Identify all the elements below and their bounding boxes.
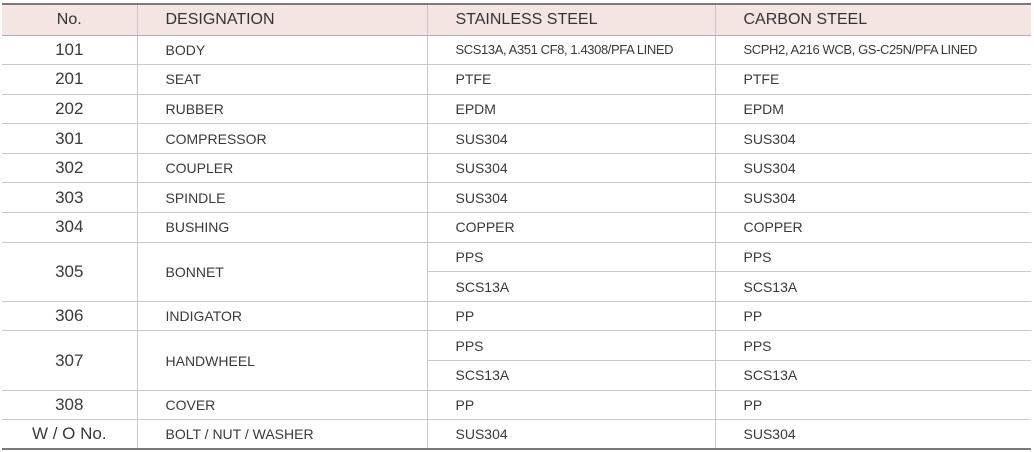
designation-cell: INDIGATOR [137, 301, 428, 332]
designation-cell: SPINDLE [137, 182, 428, 214]
header-stainless-steel: STAINLESS STEEL [427, 3, 716, 36]
header-designation: DESIGNATION [137, 3, 428, 36]
carbon-steel-cell: PP [715, 390, 1031, 421]
designation-cell: BOLT / NUT / WASHER [137, 419, 428, 451]
stainless-steel-cell: EPDM [427, 94, 716, 125]
table-row: 202 RUBBER EPDM EPDM [2, 94, 1031, 125]
part-number-cell: 308 [2, 390, 138, 421]
carbon-steel-cell: PPS [715, 330, 1031, 362]
carbon-steel-cell: COPPER [715, 212, 1031, 243]
carbon-steel-cell: SCPH2, A216 WCB, GS-C25N/PFA LINED [715, 35, 1031, 66]
table-row: 303 SPINDLE SUS304 SUS304 [2, 182, 1031, 214]
stainless-steel-cell: SUS304 [427, 182, 716, 214]
stainless-steel-cell: SUS304 [427, 123, 716, 154]
table-header: No. DESIGNATION STAINLESS STEEL CARBON S… [2, 3, 1031, 36]
table-row: 308 COVER PP PP [2, 390, 1031, 421]
table-body: 101 BODY SCS13A, A351 CF8, 1.4308/PFA LINE… [2, 35, 1031, 451]
table-row: 302 COUPLER SUS304 SUS304 [2, 153, 1031, 184]
header-carbon-steel: CARBON STEEL [715, 3, 1031, 36]
part-number-cell: W / O No. [2, 419, 138, 451]
stainless-steel-cell: PPS [427, 330, 716, 362]
stainless-steel-cell: SCS13A [427, 360, 716, 391]
carbon-steel-cell: SCS13A [715, 360, 1031, 391]
header-no: No. [2, 3, 138, 36]
carbon-steel-cell: SUS304 [715, 419, 1031, 451]
header-row: No. DESIGNATION STAINLESS STEEL CARBON S… [2, 3, 1031, 36]
designation-cell: BUSHING [137, 212, 428, 243]
carbon-steel-cell: SUS304 [715, 182, 1031, 214]
designation-cell: HANDWHEEL [137, 330, 428, 391]
carbon-steel-cell: PTFE [715, 64, 1031, 95]
part-number-cell: 306 [2, 301, 138, 332]
part-number-cell: 305 [2, 242, 138, 302]
table-row: 201 SEAT PTFE PTFE [2, 64, 1031, 95]
stainless-steel-cell: SUS304 [427, 419, 716, 451]
designation-cell: COVER [137, 390, 428, 421]
stainless-steel-cell: SCS13A, A351 CF8, 1.4308/PFA LINED [427, 35, 716, 66]
part-number-cell: 301 [2, 123, 138, 154]
table-row: 306 INDIGATOR PP PP [2, 301, 1031, 332]
parts-material-table: No. DESIGNATION STAINLESS STEEL CARBON S… [2, 3, 1031, 451]
stainless-steel-cell: SUS304 [427, 153, 716, 184]
table-row: 101 BODY SCS13A, A351 CF8, 1.4308/PFA LINE… [2, 35, 1031, 66]
carbon-steel-cell: PP [715, 301, 1031, 332]
table-row: W / O No. BOLT / NUT / WASHER SUS304 SUS304 [2, 419, 1031, 451]
part-number-cell: 307 [2, 330, 138, 391]
table-row: 301 COMPRESSOR SUS304 SUS304 [2, 123, 1031, 154]
stainless-steel-cell: PPS [427, 242, 716, 273]
designation-cell: COMPRESSOR [137, 123, 428, 154]
stainless-steel-cell: COPPER [427, 212, 716, 243]
table-row: SCS13A SCS13A [2, 271, 1031, 302]
part-number-cell: 202 [2, 94, 138, 125]
designation-cell: COUPLER [137, 153, 428, 184]
part-number-cell: 303 [2, 182, 138, 214]
designation-cell: BONNET [137, 242, 428, 302]
table-row: 307 HANDWHEEL PPS PPS [2, 330, 1031, 391]
carbon-steel-cell: SCS13A [715, 271, 1031, 302]
part-number-cell: 304 [2, 212, 138, 243]
part-number-cell: 201 [2, 64, 138, 95]
stainless-steel-cell: PTFE [427, 64, 716, 95]
stainless-steel-cell: SCS13A [427, 271, 716, 302]
designation-cell: RUBBER [137, 94, 428, 125]
carbon-steel-cell: SUS304 [715, 123, 1031, 154]
table-row: SCS13A SCS13A [2, 360, 1031, 391]
carbon-steel-cell: PPS [715, 242, 1031, 273]
stainless-steel-cell: PP [427, 390, 716, 421]
stainless-steel-cell: PP [427, 301, 716, 332]
designation-cell: SEAT [137, 64, 428, 95]
designation-cell: BODY [137, 35, 428, 66]
part-number-cell: 302 [2, 153, 138, 184]
carbon-steel-cell: EPDM [715, 94, 1031, 125]
table-row: 304 BUSHING COPPER COPPER [2, 212, 1031, 243]
carbon-steel-cell: SUS304 [715, 153, 1031, 184]
part-number-cell: 101 [2, 35, 138, 66]
table-row: 305 BONNET PPS PPS [2, 242, 1031, 302]
